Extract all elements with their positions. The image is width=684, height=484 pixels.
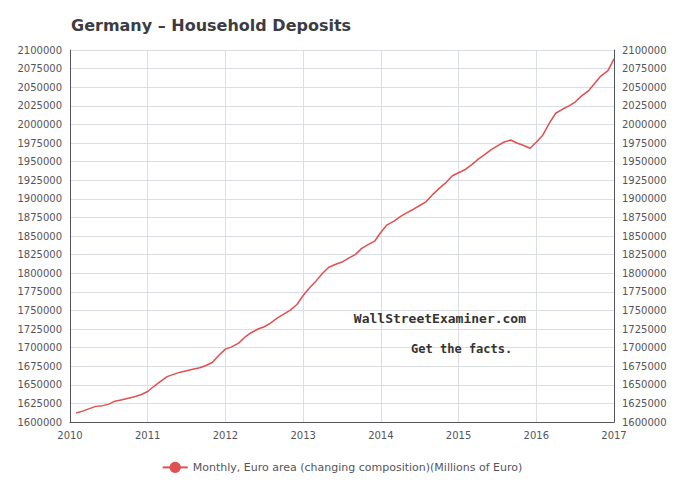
svg-text:2010: 2010 [57, 430, 82, 441]
svg-text:2050000: 2050000 [17, 82, 62, 93]
svg-text:1700000: 1700000 [17, 342, 62, 353]
svg-text:2015: 2015 [446, 430, 471, 441]
svg-text:2100000: 2100000 [17, 45, 62, 56]
svg-text:1600000: 1600000 [17, 417, 62, 428]
svg-text:2011: 2011 [135, 430, 160, 441]
svg-text:1925000: 1925000 [622, 175, 667, 186]
svg-text:1900000: 1900000 [622, 193, 667, 204]
svg-text:2013: 2013 [290, 430, 315, 441]
svg-text:1750000: 1750000 [17, 305, 62, 316]
svg-text:2050000: 2050000 [622, 82, 667, 93]
svg-text:1875000: 1875000 [17, 212, 62, 223]
svg-text:2100000: 2100000 [622, 45, 667, 56]
svg-text:Monthly, Euro area (changing c: Monthly, Euro area (changing composition… [193, 461, 523, 474]
svg-text:2025000: 2025000 [622, 100, 667, 111]
svg-text:1800000: 1800000 [17, 268, 62, 279]
svg-text:1850000: 1850000 [17, 231, 62, 242]
svg-text:1950000: 1950000 [622, 156, 667, 167]
svg-text:1800000: 1800000 [622, 268, 667, 279]
svg-text:1725000: 1725000 [17, 324, 62, 335]
svg-text:1875000: 1875000 [622, 212, 667, 223]
svg-text:1625000: 1625000 [17, 398, 62, 409]
svg-text:2016: 2016 [524, 430, 549, 441]
svg-text:2000000: 2000000 [17, 119, 62, 130]
svg-text:2000000: 2000000 [622, 119, 667, 130]
svg-text:1650000: 1650000 [622, 379, 667, 390]
svg-text:1775000: 1775000 [17, 286, 62, 297]
svg-text:1850000: 1850000 [622, 231, 667, 242]
svg-text:1675000: 1675000 [17, 361, 62, 372]
svg-text:Germany – Household Deposits: Germany – Household Deposits [71, 16, 351, 35]
svg-text:1725000: 1725000 [622, 324, 667, 335]
svg-text:1825000: 1825000 [17, 249, 62, 260]
svg-text:2075000: 2075000 [622, 63, 667, 74]
svg-text:1775000: 1775000 [622, 286, 667, 297]
svg-text:Get the facts.: Get the facts. [411, 342, 512, 356]
svg-text:2017: 2017 [601, 430, 626, 441]
svg-text:2014: 2014 [368, 430, 393, 441]
svg-text:1675000: 1675000 [622, 361, 667, 372]
svg-text:1975000: 1975000 [17, 138, 62, 149]
svg-text:1825000: 1825000 [622, 249, 667, 260]
svg-text:1900000: 1900000 [17, 193, 62, 204]
svg-text:2025000: 2025000 [17, 100, 62, 111]
svg-text:1650000: 1650000 [17, 379, 62, 390]
svg-text:2012: 2012 [213, 430, 238, 441]
svg-text:WallStreetExaminer.com: WallStreetExaminer.com [354, 311, 526, 326]
svg-text:1925000: 1925000 [17, 175, 62, 186]
svg-text:2075000: 2075000 [17, 63, 62, 74]
svg-text:1975000: 1975000 [622, 138, 667, 149]
svg-text:1950000: 1950000 [17, 156, 62, 167]
svg-text:1700000: 1700000 [622, 342, 667, 353]
svg-text:1750000: 1750000 [622, 305, 667, 316]
svg-text:1600000: 1600000 [622, 417, 667, 428]
svg-text:1625000: 1625000 [622, 398, 667, 409]
